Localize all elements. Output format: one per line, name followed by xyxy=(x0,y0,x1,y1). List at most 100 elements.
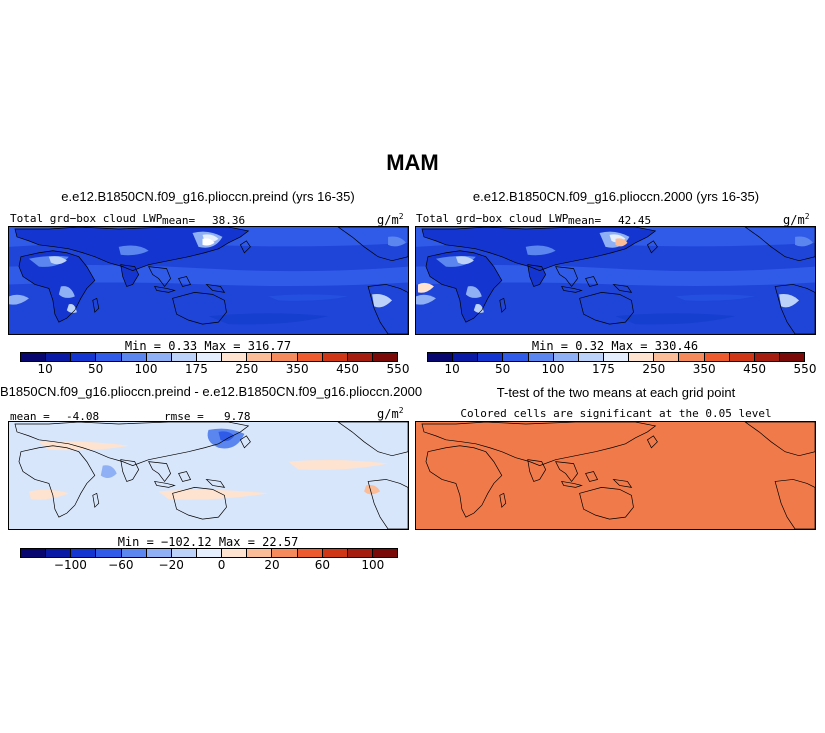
colorbar-swatch xyxy=(121,353,147,361)
coastline xyxy=(561,285,583,293)
coastline xyxy=(421,422,657,466)
panel-title-2000: e.e12.B1850CN.f09_g16.plioccn.2000 (yrs … xyxy=(472,189,760,204)
colorbar-swatch xyxy=(347,353,373,361)
mean-value-preind: 38.36 xyxy=(212,214,246,227)
lwp-contour xyxy=(372,293,393,308)
coastline xyxy=(178,471,192,482)
colorbar-swatch xyxy=(322,549,348,557)
coastline xyxy=(367,479,408,529)
coastline xyxy=(646,240,658,254)
lwp-contour xyxy=(9,265,408,287)
coastlines xyxy=(421,227,815,334)
difference-contour xyxy=(288,460,389,470)
colorbar-tick-label: 350 xyxy=(692,362,716,376)
colorbar-tick-label: 0 xyxy=(217,558,226,572)
coastline xyxy=(178,276,192,287)
coastline xyxy=(120,264,140,287)
colorbar-swatch xyxy=(46,353,72,361)
coastlines xyxy=(14,227,408,334)
lwp-contour xyxy=(525,245,556,256)
rmse-value-difference: 9.78 xyxy=(224,410,251,423)
colorbar-tick-label: 175 xyxy=(591,362,615,376)
panel-title-preind: e.e12.B1850CN.f09_g16.plioccn.preind (yr… xyxy=(61,189,355,204)
colorbar-tick-label: 60 xyxy=(314,558,331,572)
coastline xyxy=(527,459,547,482)
colorbar-tick-label: −100 xyxy=(53,558,87,572)
mean-value-difference: -4.08 xyxy=(66,410,100,423)
colorbar-swatch xyxy=(146,353,172,361)
colorbar-tick-label: 50 xyxy=(87,362,104,376)
colorbar-swatch xyxy=(71,353,97,361)
lwp-maximum xyxy=(615,238,628,247)
mean-value-2000: 42.45 xyxy=(618,214,652,227)
colorbar-swatch xyxy=(297,353,323,361)
variable-label-2000: Total grd−box cloud LWP xyxy=(416,212,569,225)
colorbar-swatch xyxy=(171,549,197,557)
colorbar-swatch xyxy=(553,353,579,361)
mean-label-2000: mean= xyxy=(568,214,602,227)
colorbar-swatch xyxy=(222,353,248,361)
colorbar-swatch xyxy=(21,353,47,361)
coastline xyxy=(92,492,100,508)
coastline xyxy=(425,445,503,518)
coastline xyxy=(561,480,583,488)
mean-label-difference: mean = xyxy=(10,410,50,423)
coastlines xyxy=(14,422,408,529)
coastline xyxy=(421,227,657,271)
lwp-contour xyxy=(465,286,482,298)
colorbar-tick-label: −60 xyxy=(108,558,134,572)
colorbar-tick-label: 100 xyxy=(134,362,158,376)
coastline xyxy=(499,297,507,313)
ttest-subtitle: Colored cells are significant at the 0.0… xyxy=(460,407,772,420)
colorbar-swatch xyxy=(96,549,122,557)
panel-title-difference: B1850CN.f09_g16.plioccn.preind - e.e12.B… xyxy=(0,384,423,399)
colorbar-swatch xyxy=(121,549,147,557)
lwp-contour xyxy=(58,286,75,298)
colorbar-swatch xyxy=(196,353,223,361)
colorbar-tick-label: 20 xyxy=(264,558,280,572)
colorbar-tick-label: 100 xyxy=(361,558,385,572)
coastline xyxy=(154,480,176,488)
rmse-label-difference: rmse = xyxy=(164,410,204,423)
lwp-contour xyxy=(795,236,814,247)
lwp-contour xyxy=(615,313,736,325)
colorbar-swatch xyxy=(171,353,197,361)
colorbar-tick-label: 175 xyxy=(184,362,208,376)
coastlines xyxy=(421,422,815,529)
colorbar-swatch xyxy=(247,549,273,557)
coastline xyxy=(239,240,251,254)
map-preind xyxy=(8,226,409,335)
map-difference xyxy=(8,421,409,530)
map-2000 xyxy=(415,226,816,335)
lwp-contour xyxy=(455,256,474,265)
colorbar-tick-label: 550 xyxy=(793,362,817,376)
coastline xyxy=(14,422,250,466)
difference-contour xyxy=(100,465,117,479)
coastline xyxy=(92,297,100,313)
coastline xyxy=(744,422,815,457)
coastline xyxy=(148,461,171,483)
colorbar-swatch xyxy=(46,549,72,557)
colorbar-tick-label: 550 xyxy=(386,362,410,376)
colorbar-swatch xyxy=(654,353,680,361)
coastline xyxy=(18,250,96,323)
coastline xyxy=(499,492,507,508)
colorbar-tick-label: 250 xyxy=(642,362,666,376)
colorbar-swatch xyxy=(96,353,122,361)
coastline xyxy=(744,227,815,262)
colorbar-swatch xyxy=(322,353,348,361)
coastline xyxy=(646,435,658,449)
colorbar-ticks-difference: −100 −60 −20 0 20 60 100 xyxy=(20,558,398,574)
land-lwp xyxy=(14,227,249,323)
colorbar-tick-label: −20 xyxy=(158,558,184,572)
units-2000: g/m2 xyxy=(783,212,810,227)
coastline xyxy=(555,461,578,483)
colorbar-difference xyxy=(20,548,398,558)
coastline xyxy=(337,227,408,262)
colorbar-ticks-2000: 10 50 100 175 250 350 450 550 xyxy=(427,362,817,378)
coastline xyxy=(579,292,634,325)
colorbar-swatch xyxy=(71,549,97,557)
colorbar-swatch xyxy=(247,353,273,361)
colorbar-swatch xyxy=(603,353,630,361)
coastline xyxy=(120,459,140,482)
